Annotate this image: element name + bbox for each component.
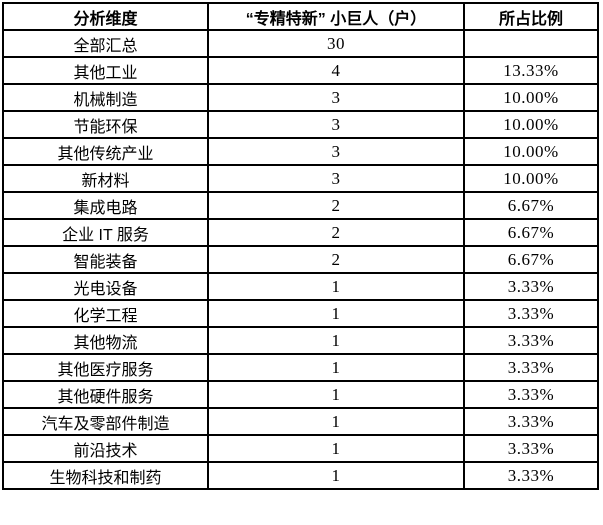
- dimension-cell: 智能装备: [2, 245, 209, 274]
- count-cell: 2: [207, 191, 465, 220]
- table-row: 前沿技术 1 3.33%: [2, 434, 599, 463]
- count-cell: 1: [207, 434, 465, 463]
- percent-cell: 10.00%: [463, 137, 599, 166]
- percent-cell: 3.33%: [463, 272, 599, 301]
- table-header: 分析维度 “专精特新” 小巨人（户） 所占比例: [2, 2, 599, 31]
- percent-cell: 6.67%: [463, 191, 599, 220]
- dimension-cell: 前沿技术: [2, 434, 209, 463]
- dimension-cell: 机械制造: [2, 83, 209, 112]
- percent-cell: 3.33%: [463, 461, 599, 490]
- table-row: 节能环保 3 10.00%: [2, 110, 599, 139]
- percent-cell: [463, 29, 599, 58]
- percent-cell: 3.33%: [463, 407, 599, 436]
- percent-cell: 3.33%: [463, 326, 599, 355]
- dimension-cell: 生物科技和制药: [2, 461, 209, 490]
- table-row: 化学工程 1 3.33%: [2, 299, 599, 328]
- percent-cell: 10.00%: [463, 110, 599, 139]
- dimension-cell: 新材料: [2, 164, 209, 193]
- count-cell: 1: [207, 326, 465, 355]
- percent-cell: 3.33%: [463, 380, 599, 409]
- dimension-cell: 其他物流: [2, 326, 209, 355]
- dimension-cell: 其他硬件服务: [2, 380, 209, 409]
- dimension-cell: 光电设备: [2, 272, 209, 301]
- count-cell: 1: [207, 461, 465, 490]
- header-dimension: 分析维度: [2, 2, 209, 31]
- specialized-new-giants-table: 分析维度 “专精特新” 小巨人（户） 所占比例 全部汇总 30 其他工业 4 1…: [2, 2, 599, 490]
- count-cell: 1: [207, 272, 465, 301]
- count-cell: 2: [207, 218, 465, 247]
- percent-cell: 10.00%: [463, 83, 599, 112]
- dimension-cell: 其他传统产业: [2, 137, 209, 166]
- percent-cell: 6.67%: [463, 245, 599, 274]
- table-row: 其他物流 1 3.33%: [2, 326, 599, 355]
- table-row: 智能装备 2 6.67%: [2, 245, 599, 274]
- percent-cell: 3.33%: [463, 353, 599, 382]
- count-cell: 2: [207, 245, 465, 274]
- table-row: 生物科技和制药 1 3.33%: [2, 461, 599, 490]
- table-row: 机械制造 3 10.00%: [2, 83, 599, 112]
- dimension-cell: 节能环保: [2, 110, 209, 139]
- count-cell: 1: [207, 407, 465, 436]
- table-row: 其他医疗服务 1 3.33%: [2, 353, 599, 382]
- header-row: 分析维度 “专精特新” 小巨人（户） 所占比例: [2, 2, 599, 31]
- count-cell: 1: [207, 380, 465, 409]
- header-percentage: 所占比例: [463, 2, 599, 31]
- table-row: 光电设备 1 3.33%: [2, 272, 599, 301]
- count-cell: 3: [207, 110, 465, 139]
- count-cell: 1: [207, 353, 465, 382]
- table-body: 全部汇总 30 其他工业 4 13.33% 机械制造 3 10.00% 节能环保…: [2, 29, 599, 490]
- dimension-cell: 汽车及零部件制造: [2, 407, 209, 436]
- count-cell: 1: [207, 299, 465, 328]
- percent-cell: 3.33%: [463, 299, 599, 328]
- table-row: 新材料 3 10.00%: [2, 164, 599, 193]
- count-cell: 3: [207, 164, 465, 193]
- dimension-cell: 其他工业: [2, 56, 209, 85]
- percent-cell: 13.33%: [463, 56, 599, 85]
- count-cell: 30: [207, 29, 465, 58]
- table-row: 企业 IT 服务 2 6.67%: [2, 218, 599, 247]
- table-row: 其他硬件服务 1 3.33%: [2, 380, 599, 409]
- table-row: 其他传统产业 3 10.00%: [2, 137, 599, 166]
- count-cell: 3: [207, 137, 465, 166]
- percent-cell: 10.00%: [463, 164, 599, 193]
- table-row: 其他工业 4 13.33%: [2, 56, 599, 85]
- percent-cell: 3.33%: [463, 434, 599, 463]
- count-cell: 4: [207, 56, 465, 85]
- dimension-cell: 集成电路: [2, 191, 209, 220]
- percent-cell: 6.67%: [463, 218, 599, 247]
- dimension-cell: 全部汇总: [2, 29, 209, 58]
- dimension-cell: 其他医疗服务: [2, 353, 209, 382]
- count-cell: 3: [207, 83, 465, 112]
- table-row: 汽车及零部件制造 1 3.33%: [2, 407, 599, 436]
- table-row: 集成电路 2 6.67%: [2, 191, 599, 220]
- dimension-cell: 企业 IT 服务: [2, 218, 209, 247]
- dimension-cell: 化学工程: [2, 299, 209, 328]
- header-giant-count: “专精特新” 小巨人（户）: [207, 2, 465, 31]
- table-row: 全部汇总 30: [2, 29, 599, 58]
